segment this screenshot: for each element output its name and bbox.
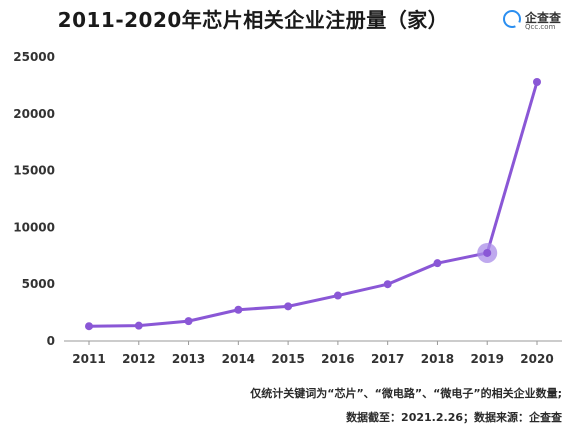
x-tick-label: 2011: [72, 352, 105, 366]
data-point: [433, 259, 442, 268]
x-tick-label: 2014: [222, 352, 255, 366]
brand-name: 企查查: [525, 11, 562, 25]
data-point: [483, 248, 492, 257]
y-tick-label: 25000: [13, 50, 55, 64]
y-tick-label: 10000: [13, 220, 55, 234]
x-tick-label: 2019: [471, 352, 504, 366]
x-tick-label: 2020: [520, 352, 553, 366]
x-axis: 2011 2012 2013 2014 2015 2016 2017 2018 2019 2020: [64, 340, 562, 366]
x-tick-label: 2017: [371, 352, 404, 366]
data-point: [184, 317, 193, 326]
data-point: [85, 322, 93, 331]
brand-logo: 企查查 Qcc.com: [503, 9, 573, 35]
y-tick-label: 0: [47, 334, 55, 348]
data-point: [333, 291, 342, 300]
y-tick-label: 20000: [13, 107, 55, 121]
x-tick-label: 2012: [122, 352, 155, 366]
data-point: [533, 77, 541, 86]
footnote-source: 数据截至：2021.2.26；数据来源：企查查: [346, 411, 562, 424]
x-tick-label: 2018: [421, 352, 454, 366]
footnote-scope: 仅统计关键词为“芯片”、“微电路”、“微电子”的相关企业数量;: [250, 387, 562, 400]
brand-domain: Qcc.com: [525, 23, 556, 31]
data-point: [284, 302, 293, 311]
y-tick-label: 5000: [22, 277, 55, 291]
x-tick-label: 2015: [271, 352, 304, 366]
x-tick-label: 2013: [172, 352, 205, 366]
y-tick-label: 15000: [13, 164, 55, 178]
x-tick-label: 2016: [321, 352, 354, 366]
data-point: [383, 280, 392, 289]
chart-title: 2011-2020年芯片相关企业注册量（家）: [57, 8, 449, 32]
series-line: [85, 77, 541, 331]
series-polyline: [87, 80, 539, 328]
y-axis: 0 5000 10000 15000 20000 25000: [13, 50, 55, 348]
qcc-ring-icon: [503, 10, 521, 28]
data-point: [134, 321, 143, 330]
data-point: [234, 305, 243, 314]
